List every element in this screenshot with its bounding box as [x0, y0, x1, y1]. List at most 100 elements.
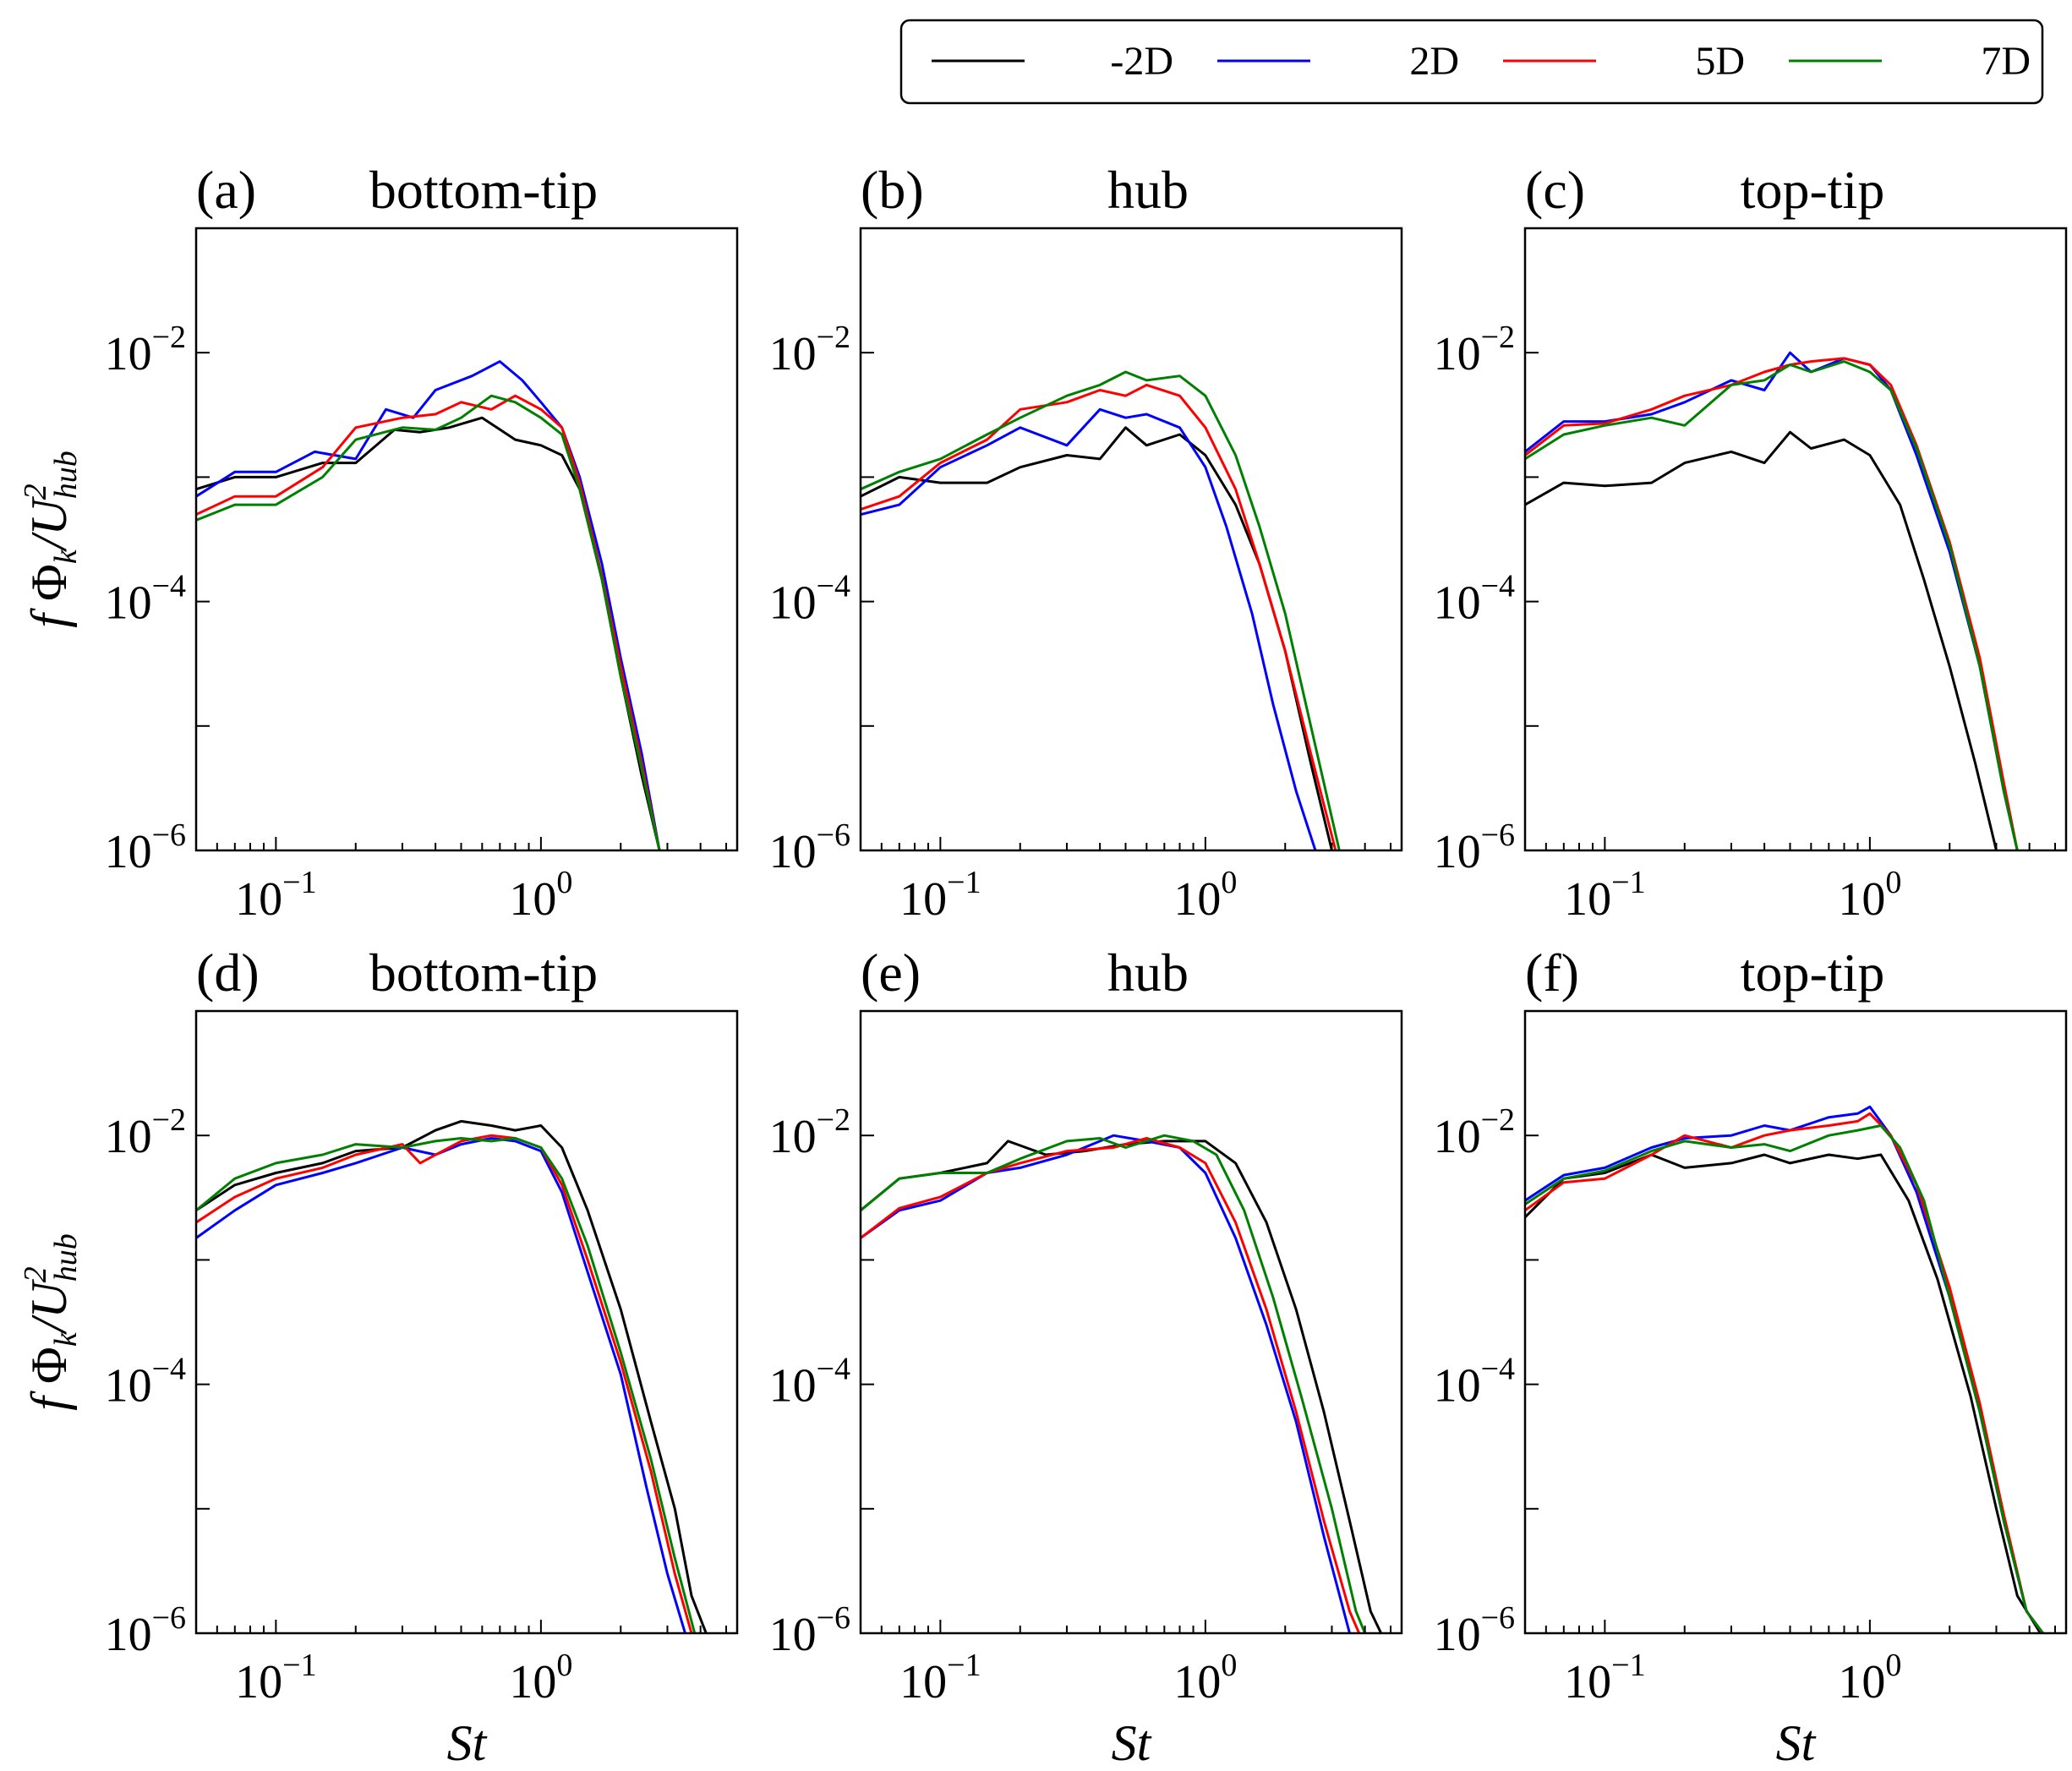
y-tick-base: 10 — [769, 826, 817, 878]
y-tick-base: 10 — [105, 1360, 152, 1413]
y-tick-exponent: −4 — [152, 1352, 186, 1387]
y-tick-exponent: −6 — [152, 1600, 186, 1636]
axes-frame-a — [194, 227, 739, 852]
x-tick-base: 10 — [235, 873, 282, 926]
ylabel-squared: 2 — [18, 1266, 53, 1282]
y-tick-exponent: −4 — [1481, 569, 1515, 604]
x-tick-label: 100 — [509, 1648, 572, 1708]
x-tick-exponent: 0 — [556, 865, 572, 900]
x-tick-exponent: −1 — [282, 1648, 316, 1683]
legend-frame — [899, 19, 2044, 105]
series-line-2D-f — [1525, 1105, 2044, 1633]
x-tick-base: 10 — [509, 1656, 556, 1708]
panel-tag: (f) — [1525, 943, 1579, 1003]
y-tick-label: 10−2 — [105, 320, 186, 380]
ylabel-u: U — [21, 1279, 77, 1319]
x-tick-exponent: 0 — [1885, 1648, 1901, 1683]
series-line--2D-f — [1525, 1153, 2042, 1633]
panel-title: top-tip — [1741, 943, 1885, 1003]
x-tick-exponent: −1 — [1611, 865, 1645, 900]
series-line--2D-a — [196, 416, 661, 850]
y-tick-base: 10 — [105, 577, 152, 630]
series-line-5D-e — [861, 1137, 1361, 1633]
y-tick-label: 10−2 — [1434, 1102, 1515, 1163]
series-line-5D-f — [1525, 1112, 2044, 1633]
x-axis-label: St — [1112, 1715, 1152, 1771]
x-tick-base: 10 — [1564, 873, 1611, 926]
series-line-7D-e — [861, 1134, 1366, 1633]
series-line-5D-b — [861, 383, 1337, 850]
y-tick-base: 10 — [1434, 1360, 1481, 1413]
y-tick-label: 10−4 — [105, 569, 186, 630]
legend-label-2D: 2D — [1409, 39, 1459, 84]
x-tick-label: 10−1 — [1564, 865, 1645, 926]
y-tick-label: 10−2 — [1434, 320, 1515, 380]
panel-tag: (b) — [861, 160, 924, 220]
x-tick-label: 10−1 — [899, 865, 981, 926]
x-tick-label: 100 — [509, 865, 572, 926]
y-tick-exponent: −2 — [152, 320, 186, 355]
x-tick-label: 100 — [1173, 865, 1237, 926]
ylabel-u: U — [21, 496, 77, 536]
y-tick-exponent: −6 — [152, 817, 186, 853]
y-tick-base: 10 — [1434, 577, 1481, 630]
panel-title: bottom-tip — [369, 160, 598, 220]
ylabel-squared: 2 — [18, 484, 53, 500]
axes-frame-b — [859, 227, 1403, 852]
y-tick-exponent: −2 — [152, 1102, 186, 1138]
panel-title: top-tip — [1741, 160, 1885, 220]
y-tick-base: 10 — [105, 826, 152, 878]
x-tick-exponent: 0 — [1221, 1648, 1237, 1683]
panel-title: hub — [1107, 160, 1189, 220]
y-tick-label: 10−2 — [105, 1102, 186, 1163]
x-tick-exponent: 0 — [1221, 865, 1237, 900]
y-tick-exponent: −4 — [1481, 1352, 1515, 1387]
ylabel-k-subscript: k — [48, 549, 84, 564]
y-tick-label: 10−4 — [1434, 1352, 1515, 1413]
y-tick-label: 10−6 — [769, 1600, 850, 1661]
ylabel-hub-subscript: hub — [48, 1233, 84, 1282]
x-tick-exponent: −1 — [1611, 1648, 1645, 1683]
ylabel-phi: Φ — [21, 1347, 77, 1397]
x-tick-exponent: 0 — [556, 1648, 572, 1683]
x-tick-base: 10 — [509, 873, 556, 926]
legend-label-7D: 7D — [1981, 39, 2031, 84]
x-tick-label: 100 — [1838, 865, 1901, 926]
x-tick-label: 100 — [1838, 1648, 1901, 1708]
y-tick-exponent: −4 — [817, 569, 850, 604]
x-tick-base: 10 — [899, 1656, 947, 1708]
series-line-7D-c — [1525, 360, 2019, 850]
x-axis-label: St — [447, 1715, 488, 1771]
legend-label-5D: 5D — [1695, 39, 1745, 84]
series-line-5D-a — [196, 394, 661, 850]
y-tick-exponent: −4 — [817, 1352, 850, 1387]
legend: -2D 2D 5D 7D — [899, 19, 2044, 105]
series-line--2D-c — [1525, 430, 1998, 850]
y-tick-exponent: −4 — [152, 569, 186, 604]
y-tick-label: 10−4 — [769, 569, 850, 630]
series-line--2D-b — [861, 426, 1333, 850]
ylabel-phi: Φ — [21, 564, 77, 614]
y-tick-label: 10−4 — [1434, 569, 1515, 630]
y-tick-base: 10 — [769, 1111, 817, 1163]
x-tick-label: 10−1 — [899, 1648, 981, 1708]
y-tick-base: 10 — [1434, 328, 1481, 380]
y-tick-exponent: −2 — [1481, 320, 1515, 355]
y-tick-label: 10−6 — [1434, 1600, 1515, 1661]
y-tick-base: 10 — [769, 328, 817, 380]
series-line-7D-f — [1525, 1124, 2044, 1633]
x-tick-label: 10−1 — [1564, 1648, 1645, 1708]
y-tick-exponent: −6 — [1481, 817, 1515, 853]
y-tick-label: 10−6 — [105, 817, 186, 878]
series-line--2D-e — [861, 1140, 1383, 1633]
y-tick-exponent: −2 — [817, 1102, 850, 1138]
y-tick-label: 10−6 — [769, 817, 850, 878]
x-tick-base: 10 — [1173, 873, 1221, 926]
x-tick-base: 10 — [899, 873, 947, 926]
x-tick-label: 100 — [1173, 1648, 1237, 1708]
